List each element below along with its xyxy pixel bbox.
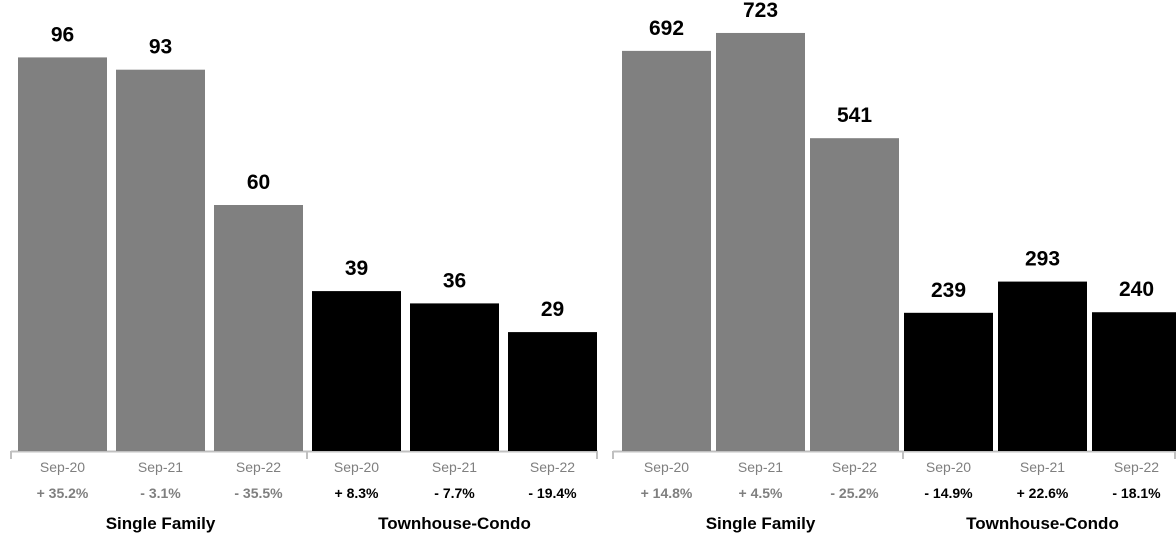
group-label: Single Family (106, 514, 216, 533)
x-tick-label: Sep-22 (530, 459, 575, 475)
data-label: 692 (649, 17, 684, 40)
bar-sep-20-townhouse-condo (312, 291, 401, 451)
data-label: 239 (931, 279, 966, 302)
percent-change-label: - 25.2% (830, 485, 879, 501)
bar-sep-20-single-family (18, 57, 107, 452)
data-label: 541 (837, 104, 872, 127)
data-label: 60 (247, 171, 270, 194)
percent-change-label: + 4.5% (739, 485, 784, 501)
percent-change-label: + 35.2% (37, 485, 89, 501)
group-label: Townhouse-Condo (966, 514, 1119, 533)
data-label: 240 (1119, 278, 1154, 301)
bar-sep-22-townhouse-condo (1092, 312, 1176, 451)
chart-panel-1: 96 Sep-20 + 35.2% 93 Sep-21 - 3.1% 60 Sep-22 - 3… (10, 23, 598, 533)
bar-sep-20-townhouse-condo (904, 312, 993, 451)
x-tick-label: Sep-20 (644, 459, 689, 475)
data-label: 93 (149, 36, 172, 59)
percent-change-label: + 14.8% (641, 485, 693, 501)
percent-change-label: - 7.7% (434, 485, 475, 501)
data-label: 36 (443, 269, 466, 292)
data-label: 29 (541, 298, 564, 321)
chart-panel-2: 692 Sep-20 + 14.8% 723 Sep-21 + 4.5% 541 Sep-22… (612, 0, 1176, 533)
x-tick-label: Sep-20 (40, 459, 85, 475)
x-tick-label: Sep-22 (1114, 459, 1159, 475)
group-label: Single Family (706, 514, 816, 533)
bar-sep-21-single-family (116, 69, 205, 451)
x-tick-label: Sep-21 (138, 459, 183, 475)
x-tick-label: Sep-20 (334, 459, 379, 475)
percent-change-label: - 35.5% (234, 485, 283, 501)
x-tick-label: Sep-21 (738, 459, 783, 475)
bar-sep-21-townhouse-condo (410, 303, 499, 451)
percent-change-label: + 22.6% (1017, 485, 1069, 501)
data-label: 96 (51, 23, 74, 46)
percent-change-label: + 8.3% (335, 485, 380, 501)
bar-sep-20-single-family (622, 50, 711, 451)
bar-sep-21-single-family (716, 32, 805, 451)
x-tick-label: Sep-21 (1020, 459, 1065, 475)
bar-sep-22-single-family (214, 205, 303, 451)
group-label: Townhouse-Condo (378, 514, 531, 533)
x-tick-label: Sep-21 (432, 459, 477, 475)
data-label: 293 (1025, 248, 1060, 271)
percent-change-label: - 3.1% (140, 485, 181, 501)
percent-change-label: - 18.1% (1112, 485, 1161, 501)
bar-sep-22-single-family (810, 138, 899, 451)
bar-sep-21-townhouse-condo (998, 281, 1087, 451)
percent-change-label: - 19.4% (528, 485, 577, 501)
percent-change-label: - 14.9% (924, 485, 973, 501)
data-label: 723 (743, 0, 778, 22)
bar-sep-22-townhouse-condo (508, 332, 597, 451)
x-tick-label: Sep-20 (926, 459, 971, 475)
x-tick-label: Sep-22 (832, 459, 877, 475)
data-label: 39 (345, 257, 368, 280)
x-tick-label: Sep-22 (236, 459, 281, 475)
